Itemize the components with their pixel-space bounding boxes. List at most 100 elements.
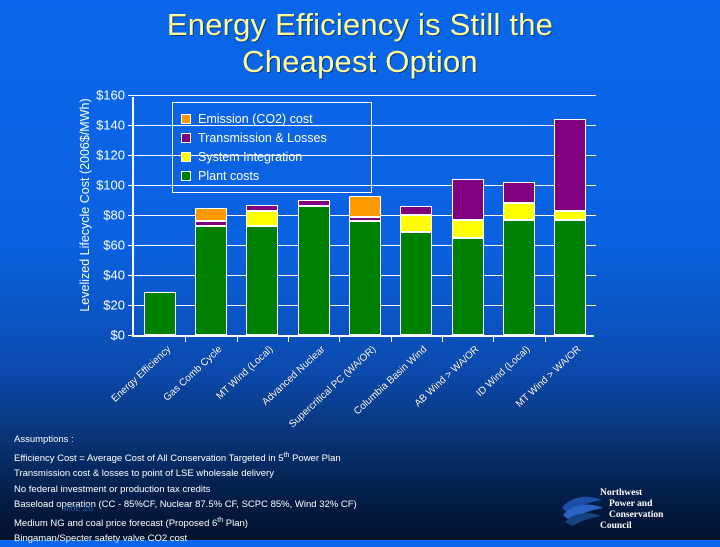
y-axis-tick-label: $20 xyxy=(103,297,125,313)
assumption-line: Efficiency Cost = Average Cost of All Co… xyxy=(14,451,341,464)
bar-segment[interactable] xyxy=(503,203,535,220)
y-axis-tick xyxy=(128,125,134,126)
logo-line-2: Power and xyxy=(609,499,653,509)
logo-text: Northwest Power and Conservation Council xyxy=(600,488,663,532)
x-axis-label: Supercritical PC (WA/OR) xyxy=(287,344,379,431)
bar[interactable] xyxy=(349,195,381,335)
bar[interactable] xyxy=(554,119,587,335)
y-axis-tick-label: $120 xyxy=(96,147,125,163)
bar-segment[interactable] xyxy=(246,204,279,211)
logo-line-1: Northwest xyxy=(600,488,643,498)
gridline xyxy=(134,95,596,96)
plot-area: $0 $20 $40 $60 $80 $100 $120 $140 $160 Energy Ef… xyxy=(96,88,596,430)
bar-segment[interactable] xyxy=(246,210,279,226)
bar[interactable] xyxy=(246,204,279,335)
bar-segment[interactable] xyxy=(195,207,227,221)
y-axis-tick-label: $60 xyxy=(103,237,125,253)
logo-line-3: Conservation xyxy=(609,510,664,520)
bar-segment[interactable] xyxy=(451,219,484,238)
bar-segment[interactable] xyxy=(503,182,535,203)
bar-segment[interactable] xyxy=(400,215,433,232)
legend-label: Transmission & Losses xyxy=(198,130,327,145)
slide-title: Energy Efficiency is Still the Cheapest … xyxy=(0,6,720,80)
assumption-line: Bingaman/Specter safety valve CO2 cost xyxy=(14,533,188,545)
assumption-line: No federal investment or production tax … xyxy=(14,483,211,495)
bar-segment[interactable] xyxy=(400,231,433,335)
fish-wave-logo-icon xyxy=(562,496,603,526)
y-axis-tick-label: $140 xyxy=(96,117,125,133)
bar-segment[interactable] xyxy=(554,119,587,211)
bar-segment[interactable] xyxy=(297,200,330,206)
legend-item[interactable]: Plant costs xyxy=(181,166,363,185)
y-axis-tick xyxy=(128,335,134,336)
legend-label: System Integration xyxy=(198,149,303,164)
x-axis-tick xyxy=(544,335,546,342)
gridline xyxy=(134,125,596,126)
bar-segment[interactable] xyxy=(143,291,176,335)
legend-label: Plant costs xyxy=(198,168,260,183)
legend-swatch-integration xyxy=(181,151,191,162)
bar-segment[interactable] xyxy=(451,237,484,335)
title-line-1: Energy Efficiency is Still the xyxy=(166,7,554,42)
assumption-line: Medium NG and coal price forecast (Propo… xyxy=(14,516,248,529)
slide-number-watermark: slide 26 xyxy=(62,503,94,513)
bar-segment[interactable] xyxy=(195,225,227,335)
legend-label: Emission (CO2) cost xyxy=(198,111,313,126)
legend-item[interactable]: System Integration xyxy=(181,147,363,166)
bar-segment[interactable] xyxy=(554,219,587,335)
x-axis-tick xyxy=(390,335,392,342)
legend-swatch-transmission xyxy=(181,132,191,143)
bar-segment[interactable] xyxy=(349,195,381,217)
assumption-line: Transmission cost & losses to point of L… xyxy=(14,468,274,480)
bar-segment[interactable] xyxy=(297,206,330,335)
bar-segment[interactable] xyxy=(451,179,484,220)
legend-item[interactable]: Emission (CO2) cost xyxy=(181,109,363,128)
legend-item[interactable]: Transmission & Losses xyxy=(181,128,363,147)
assumptions-list: Efficiency Cost = Average Cost of All Co… xyxy=(14,448,574,547)
bar-segment[interactable] xyxy=(195,221,227,226)
y-axis-tick xyxy=(128,245,134,246)
y-axis-tick xyxy=(128,275,134,276)
bar[interactable] xyxy=(400,206,433,335)
y-axis-tick-label: $0 xyxy=(110,327,125,343)
y-axis-tick-label: $100 xyxy=(96,177,125,193)
y-axis-tick-label: $160 xyxy=(96,87,125,103)
chart-legend: Emission (CO2) cost Transmission & Losses… xyxy=(172,102,372,193)
bar[interactable] xyxy=(297,200,330,335)
title-line-2: Cheapest Option xyxy=(242,44,478,79)
bar-segment[interactable] xyxy=(503,219,535,335)
x-axis-tick xyxy=(185,335,187,342)
x-axis-tick xyxy=(442,335,443,342)
legend-swatch-emission xyxy=(181,113,191,124)
bar[interactable] xyxy=(195,207,227,335)
bar[interactable] xyxy=(503,182,535,335)
y-axis-label: Levelized Lifecycle Cost (2006$/MWh) xyxy=(78,98,92,312)
legend-swatch-plant xyxy=(181,170,191,181)
y-axis-tick-label: $80 xyxy=(103,207,125,223)
bar[interactable] xyxy=(451,179,484,335)
bar-segment[interactable] xyxy=(349,216,381,221)
x-axis-tick xyxy=(236,335,238,342)
y-axis-tick xyxy=(128,215,134,216)
bar-chart: Levelized Lifecycle Cost (2006$/MWh) $0 $… xyxy=(0,88,720,438)
y-axis-tick xyxy=(128,185,134,186)
y-axis-tick-label: $40 xyxy=(103,267,125,283)
y-axis-tick xyxy=(128,95,134,96)
x-axis-tick xyxy=(339,335,341,342)
assumptions-block: Assumptions : Efficiency Cost = Average … xyxy=(14,432,574,547)
y-axis-tick xyxy=(128,155,134,156)
gridline xyxy=(134,185,596,186)
bar-segment[interactable] xyxy=(349,221,381,335)
assumption-line: Baseload operation (CC - 85%CF, Nuclear … xyxy=(14,499,357,511)
logo-line-4: Council xyxy=(600,521,632,531)
assumptions-heading: Assumptions : xyxy=(14,434,74,445)
y-axis-tick xyxy=(128,305,134,306)
gridline xyxy=(134,155,596,156)
organization-logo: Northwest Power and Conservation Council xyxy=(560,484,715,536)
bar[interactable] xyxy=(143,291,176,335)
bar-segment[interactable] xyxy=(246,225,279,335)
bar-segment[interactable] xyxy=(554,210,587,220)
bar-segment[interactable] xyxy=(400,206,433,215)
x-axis-tick xyxy=(288,335,289,342)
x-axis-tick xyxy=(493,335,495,342)
